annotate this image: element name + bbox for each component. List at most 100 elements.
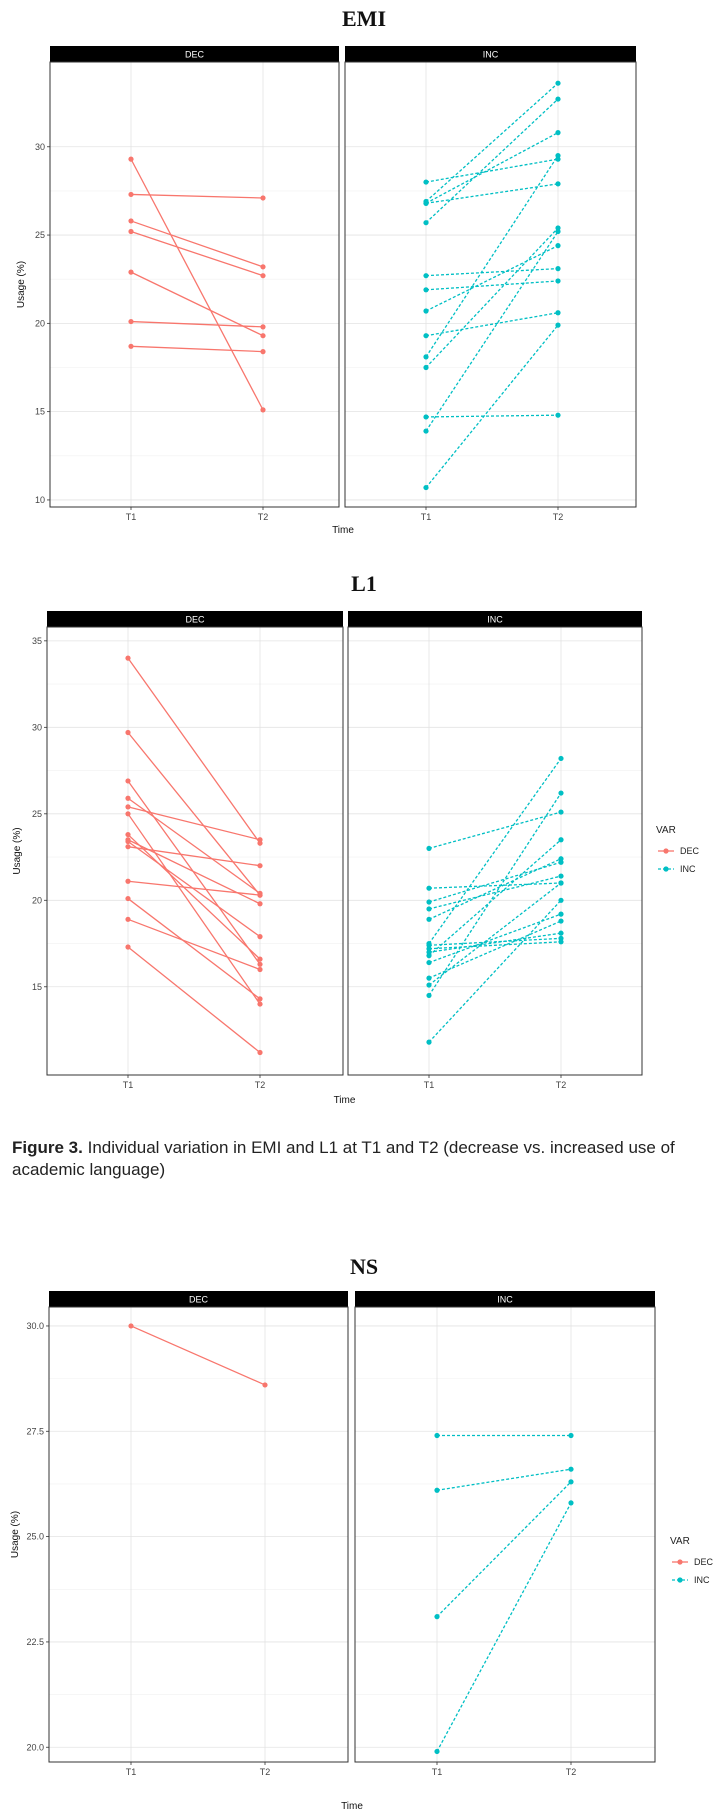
l1-dec-point-t2 — [257, 901, 263, 907]
l1-inc-point-t2 — [558, 897, 564, 903]
emi-inc-strip — [345, 46, 636, 62]
ns-dec-x-tick-label: T1 — [126, 1767, 137, 1777]
emi-inc-x-tick-label: T1 — [421, 512, 432, 522]
emi-y-tick-label: 15 — [35, 407, 45, 417]
l1-dec-point-t1 — [125, 944, 131, 950]
l1-inc-series-line — [428, 882, 562, 986]
ns-inc-point-t2 — [568, 1479, 574, 1485]
ns-inc-panel-bg — [355, 1307, 655, 1762]
l1-inc-series-line — [428, 792, 562, 996]
emi-inc-panel-border — [344, 61, 637, 508]
ns-dec-point-t2 — [262, 1382, 268, 1388]
l1-inc-x-tick-label: T1 — [424, 1080, 435, 1090]
ns-x-axis-title: Time — [341, 1801, 363, 1812]
ns-inc-x-tick-label: T2 — [566, 1767, 577, 1777]
emi-inc-point-t1 — [423, 333, 429, 339]
l1-inc-point-t2 — [558, 837, 564, 843]
emi-inc-point-t1 — [423, 428, 429, 434]
l1-dec-x-tick-label: T2 — [255, 1080, 266, 1090]
l1-dec-series-line — [127, 797, 261, 894]
emi-dec-series-line — [130, 158, 264, 411]
emi-inc-point-t1 — [423, 287, 429, 293]
l1-dec-point-t2 — [257, 961, 263, 967]
l1-y-tick-label: 30 — [32, 722, 42, 732]
l1-x-axis-title: Time — [334, 1095, 356, 1106]
emi-inc-series-line — [425, 183, 559, 204]
emi-dec-x-tick-label: T2 — [258, 512, 269, 522]
ns-y-tick-label: 22.5 — [26, 1637, 44, 1647]
ns-chart: NS DEC T1 T2 INC T1 T2 20.0 22.5 25.0 27.5 30.0 Time… — [10, 1254, 714, 1812]
emi-inc-point-t2 — [555, 181, 561, 187]
emi-inc-point-t1 — [423, 273, 429, 279]
emi-y-tick-label: 20 — [35, 318, 45, 328]
emi-inc-point-t2 — [555, 278, 561, 284]
emi-y-tick-label: 10 — [35, 495, 45, 505]
emi-dec-series-line — [130, 230, 264, 277]
emi-dec-series-line — [130, 193, 264, 199]
emi-inc-series-line — [425, 227, 559, 368]
l1-inc-point-t2 — [558, 880, 564, 886]
l1-legend: VAR DEC INC — [656, 825, 700, 874]
l1-y-tick-label: 20 — [32, 895, 42, 905]
emi-inc-point-t1 — [423, 220, 429, 226]
emi-inc-series-line — [425, 267, 559, 277]
ns-legend-key-point — [677, 1559, 683, 1565]
l1-dec-series-line — [127, 834, 261, 960]
ns-dec-strip — [49, 1291, 348, 1307]
emi-y-tick-label: 25 — [35, 230, 45, 240]
l1-title: L1 — [351, 571, 377, 596]
ns-legend-entry-inc: INC — [694, 1575, 710, 1585]
emi-chart: EMI DEC T1 T2 INC T1 T2 10 15 20 25 30 Time Usage (%) — [16, 6, 637, 536]
emi-dec-panel-border — [49, 61, 340, 508]
emi-inc-point-t2 — [555, 412, 561, 418]
emi-inc-point-t2 — [555, 130, 561, 136]
l1-inc-point-t2 — [558, 790, 564, 796]
emi-dec-strip — [50, 46, 339, 62]
ns-inc-point-t2 — [568, 1466, 574, 1472]
l1-dec-point-t2 — [257, 956, 263, 962]
emi-inc-series-line — [425, 98, 559, 224]
l1-y-axis-title: Usage (%) — [12, 827, 23, 874]
emi-inc-series-line — [425, 414, 559, 418]
emi-title: EMI — [342, 6, 386, 31]
l1-inc-point-t1 — [426, 845, 432, 852]
l1-legend-entry-inc: INC — [680, 864, 696, 874]
l1-y-tick-label: 25 — [32, 809, 42, 819]
l1-inc-point-t2 — [558, 911, 564, 917]
ns-y-tick-label: 20.0 — [26, 1742, 44, 1752]
ns-dec-strip-label: DEC — [189, 1295, 209, 1305]
ns-inc-point-t2 — [568, 1500, 574, 1506]
ns-inc-strip-label: INC — [497, 1295, 513, 1305]
l1-inc-series-line — [428, 811, 562, 850]
l1-dec-point-t1 — [125, 795, 131, 801]
l1-dec-point-t1 — [125, 844, 131, 850]
l1-inc-point-t1 — [426, 1039, 432, 1045]
l1-dec-point-t2 — [257, 934, 263, 940]
emi-inc-point-t1 — [423, 354, 429, 360]
ns-y-tick-label: 30.0 — [26, 1321, 44, 1331]
l1-dec-point-t2 — [257, 837, 263, 843]
l1-inc-point-t2 — [558, 873, 564, 879]
emi-inc-strip-label: INC — [483, 50, 499, 60]
emi-y-tick-label: 30 — [35, 142, 45, 152]
emi-inc-x-tick-label: T2 — [553, 512, 564, 522]
l1-dec-series-line — [127, 946, 261, 1054]
l1-inc-x-tick-label: T2 — [556, 1080, 567, 1090]
ns-inc-series-line — [436, 1468, 572, 1491]
l1-inc-point-t2 — [558, 918, 564, 924]
ns-legend-entry-dec: DEC — [694, 1557, 714, 1567]
l1-legend-entry-dec: DEC — [680, 846, 700, 856]
l1-dec-point-t1 — [125, 655, 131, 661]
l1-inc-series-line — [428, 932, 562, 953]
figure-caption: Figure 3. Individual variation in EMI an… — [12, 1137, 712, 1181]
l1-chart: L1 DEC T1 T2 INC T1 T2 15 20 25 30 35 Time Usage (%) V… — [12, 571, 700, 1106]
emi-x-axis-title: Time — [332, 525, 354, 536]
l1-dec-series-line — [127, 806, 261, 841]
ns-legend-key-point — [677, 1577, 683, 1583]
l1-dec-point-t1 — [125, 811, 131, 817]
l1-y-tick-label: 15 — [32, 982, 42, 992]
l1-dec-point-t2 — [257, 1001, 263, 1007]
emi-dec-x-tick-label: T1 — [126, 512, 137, 522]
ns-y-tick-label: 25.0 — [26, 1532, 44, 1542]
emi-dec-strip-label: DEC — [185, 50, 205, 60]
